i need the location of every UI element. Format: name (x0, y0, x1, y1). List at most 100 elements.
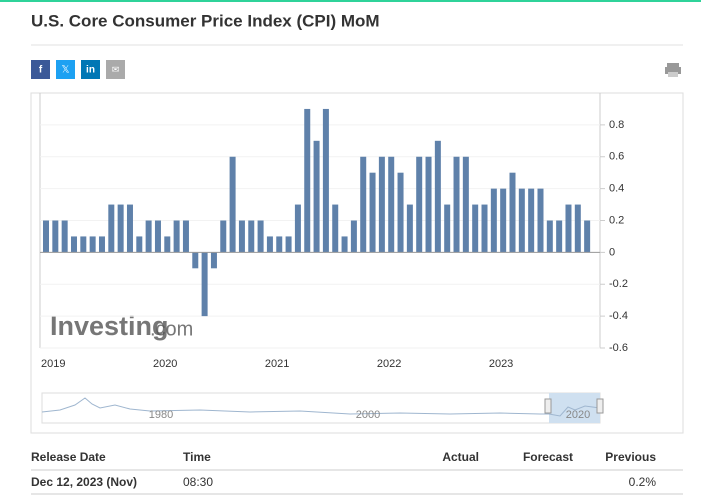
bar (80, 236, 87, 253)
bar (126, 204, 133, 253)
print-top (667, 63, 679, 67)
release-date: Dec 12, 2023 (Nov) (31, 475, 137, 489)
bar (444, 204, 451, 253)
share-label: in (86, 65, 95, 76)
bar (145, 220, 152, 253)
bar (350, 220, 357, 253)
print-icon[interactable] (665, 63, 681, 77)
bar (406, 204, 413, 253)
bar (173, 220, 180, 253)
bar (556, 220, 563, 253)
bar (388, 156, 395, 253)
share-label: f (39, 65, 43, 76)
share-linkedin[interactable] (81, 60, 100, 79)
x-tick-label: 2019 (41, 358, 65, 370)
bar (294, 204, 301, 253)
bar (210, 252, 217, 269)
bar (220, 220, 227, 253)
bar (43, 220, 49, 253)
bar (462, 156, 469, 253)
bar (425, 156, 432, 253)
bar (70, 236, 77, 253)
bar (89, 236, 96, 253)
bar (136, 236, 143, 253)
table-header: Actual (442, 450, 479, 464)
top-bar (0, 0, 701, 2)
navigator-handle[interactable] (596, 398, 604, 414)
x-tick-label: 2022 (377, 358, 401, 370)
x-tick-label: 2023 (489, 358, 513, 370)
y-tick-label: 0.2 (609, 214, 624, 226)
share-email[interactable] (106, 60, 125, 79)
x-tick-label: 2021 (265, 358, 289, 370)
bar (369, 172, 376, 253)
navigator-selection[interactable] (549, 393, 600, 423)
navigator-label: 1980 (149, 409, 173, 421)
print-paper (668, 72, 678, 77)
navigator-handle[interactable] (544, 398, 552, 414)
bar (509, 172, 516, 253)
bar (201, 252, 208, 317)
navigator-label: 2020 (566, 409, 590, 421)
bar (322, 108, 329, 253)
y-tick-label: 0.6 (609, 151, 624, 163)
navigator (41, 392, 604, 424)
bar (500, 188, 507, 253)
bar (565, 204, 572, 253)
bar (313, 140, 320, 253)
y-tick-label: 0.8 (609, 119, 624, 131)
bar (238, 220, 245, 253)
bar (453, 156, 460, 253)
bar (537, 188, 544, 253)
y-tick-label: 0 (609, 246, 615, 258)
bar (481, 204, 488, 253)
bar (332, 204, 339, 253)
release-time: 08:30 (183, 475, 213, 489)
navigator-line (41, 397, 601, 417)
bar (117, 204, 124, 253)
bar (276, 236, 283, 253)
previous-value: 0.2% (629, 475, 657, 489)
bar (518, 188, 525, 253)
chart-frame (30, 92, 684, 434)
table-header: Time (183, 450, 211, 464)
bar (154, 220, 161, 253)
bar (304, 108, 311, 253)
bar (248, 220, 255, 253)
y-tick-label: -0.2 (609, 278, 628, 290)
share-label: ✉ (112, 64, 120, 74)
bar (546, 220, 553, 253)
share-buttons: f 𝕏 in ✉ (31, 60, 125, 79)
bar (182, 220, 189, 253)
bar (229, 156, 236, 253)
bar (584, 220, 591, 253)
y-tick-label: -0.4 (609, 310, 628, 322)
page-title: U.S. Core Consumer Price Index (CPI) MoM (31, 11, 380, 30)
table-header: Previous (605, 450, 656, 464)
print-body (665, 67, 681, 74)
bar (574, 204, 581, 253)
y-tick-label: 0.4 (609, 183, 624, 195)
bar (341, 236, 348, 253)
bar (257, 220, 264, 253)
bar (434, 140, 441, 253)
navigator-label: 2000 (356, 409, 380, 421)
bar (378, 156, 385, 253)
bar (528, 188, 535, 253)
bar (397, 172, 404, 253)
x-tick-label: 2020 (153, 358, 177, 370)
bar (360, 156, 367, 253)
bar (108, 204, 115, 253)
bar (266, 236, 273, 253)
bar (52, 220, 59, 253)
table-header: Forecast (523, 450, 573, 464)
bar (98, 236, 105, 253)
share-facebook[interactable] (31, 60, 50, 79)
share-x[interactable] (56, 60, 75, 79)
bar (192, 252, 199, 269)
plot: Investing.com (40, 108, 605, 349)
bar (61, 220, 68, 253)
bar (472, 204, 479, 253)
watermark: .com (150, 318, 193, 340)
